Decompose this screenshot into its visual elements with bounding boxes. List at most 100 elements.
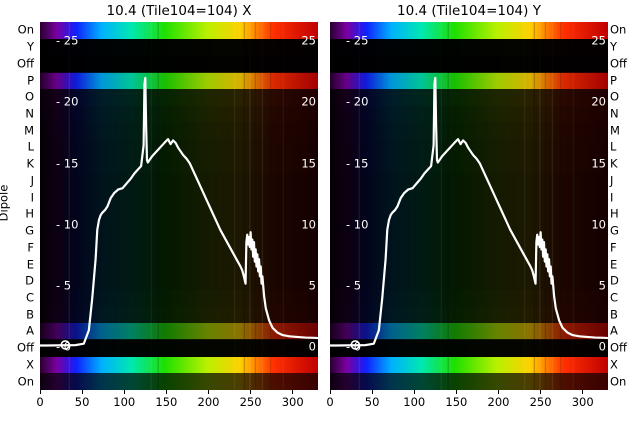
tick-mark bbox=[123, 390, 125, 394]
inner-y-tick-label: - 20 bbox=[56, 94, 79, 109]
inner-y-tick-label: - 5 bbox=[56, 278, 72, 293]
heatmap-panel-y[interactable]: - 25 25 - 20 20 - 15 15 - 10 10 - 5 5 - 0 0 bbox=[330, 22, 608, 390]
category-axis-left: On Y Off P O N M L K J I H G F E D C B A Off X On bbox=[0, 22, 34, 390]
category-left-tick: Y bbox=[26, 39, 34, 54]
origin-marker bbox=[60, 340, 71, 350]
tick-label: 100 bbox=[403, 395, 426, 409]
category-right-tick: F bbox=[610, 240, 617, 255]
tick-label: 150 bbox=[445, 395, 468, 409]
category-left-tick: D bbox=[25, 273, 34, 288]
tick-label: 0 bbox=[36, 395, 44, 409]
category-left-tick: Off bbox=[17, 340, 34, 355]
x-axis-y-tick: 150 bbox=[436, 390, 476, 410]
category-right-tick: K bbox=[610, 156, 618, 171]
tick-mark bbox=[292, 390, 294, 394]
heatmap-row bbox=[330, 289, 608, 307]
heatmap-row bbox=[40, 206, 318, 224]
x-axis-panel-y: 0 50 100 150 200 250 300 bbox=[326, 390, 608, 420]
inner-y-tick-label: 0 bbox=[598, 339, 606, 354]
inner-y-tick-label: - 20 bbox=[346, 94, 369, 109]
inner-y-tick-label: - 10 bbox=[56, 217, 79, 232]
inner-y-tick-label: 25 bbox=[591, 33, 606, 48]
inner-y-tick-label: 5 bbox=[308, 278, 316, 293]
tick-mark bbox=[540, 390, 542, 394]
inner-y-tick-label: - 10 bbox=[346, 217, 369, 232]
inner-y-tick-label: 15 bbox=[301, 156, 316, 171]
x-axis-panel-x: 0 50 100 150 200 250 300 bbox=[36, 390, 318, 420]
inner-y-tick-label: - 0 bbox=[346, 339, 362, 354]
inner-y-tick-label: 10 bbox=[591, 217, 606, 232]
inner-y-tick-label: 20 bbox=[301, 94, 316, 109]
category-left-tick: C bbox=[25, 290, 34, 305]
category-left-tick: E bbox=[26, 257, 34, 272]
category-right-tick: A bbox=[610, 323, 618, 338]
heatmap-row bbox=[40, 256, 318, 274]
x-axis-x-tick: 200 bbox=[188, 390, 228, 410]
category-right-tick: D bbox=[610, 273, 619, 288]
heatmap-row bbox=[330, 272, 608, 291]
category-left-tick: L bbox=[27, 139, 34, 154]
tick-label: 250 bbox=[529, 395, 552, 409]
category-right-tick: Y bbox=[610, 39, 618, 54]
tick-mark bbox=[250, 390, 252, 394]
category-right-tick: I bbox=[610, 190, 614, 205]
category-left-tick: M bbox=[24, 123, 34, 138]
tick-label: 200 bbox=[487, 395, 510, 409]
category-right-tick: C bbox=[610, 290, 619, 305]
tick-label: 100 bbox=[113, 395, 136, 409]
heatmap-row bbox=[40, 122, 318, 140]
category-left-tick: Off bbox=[17, 56, 34, 71]
category-right-tick: O bbox=[610, 89, 620, 104]
inner-y-tick-label: 10 bbox=[301, 217, 316, 232]
x-axis-y-tick: 200 bbox=[478, 390, 518, 410]
origin-marker bbox=[350, 340, 361, 350]
tick-mark bbox=[81, 390, 83, 394]
category-right-tick: G bbox=[610, 223, 619, 238]
x-axis-y-tick: 0 bbox=[310, 390, 350, 410]
inner-y-tick-label: 0 bbox=[308, 339, 316, 354]
category-left-tick: X bbox=[26, 357, 34, 372]
x-axis-x-tick: 100 bbox=[104, 390, 144, 410]
inner-y-tick-label: 25 bbox=[301, 33, 316, 48]
heatmap-row bbox=[40, 289, 318, 307]
heatmap-row bbox=[330, 256, 608, 274]
inner-y-tick-label: - 15 bbox=[346, 156, 369, 171]
category-left-tick: K bbox=[26, 156, 34, 171]
heatmap-row bbox=[330, 22, 608, 40]
category-left-tick: F bbox=[27, 240, 34, 255]
heatmap-row bbox=[40, 323, 318, 341]
heatmap-row bbox=[40, 88, 318, 107]
tick-mark bbox=[371, 390, 373, 394]
tick-label: 200 bbox=[197, 395, 220, 409]
heatmap-row bbox=[330, 206, 608, 224]
category-left-tick: N bbox=[25, 106, 34, 121]
category-left-tick: A bbox=[26, 323, 34, 338]
heatmap-row bbox=[40, 155, 318, 174]
heatmap-row bbox=[40, 222, 318, 241]
category-right-tick: On bbox=[610, 22, 627, 37]
tick-mark bbox=[582, 390, 584, 394]
x-axis-x-tick: 300 bbox=[273, 390, 313, 410]
inner-y-tick-label: - 0 bbox=[56, 339, 72, 354]
heatmap-row bbox=[40, 72, 318, 90]
heatmap-row bbox=[330, 88, 608, 107]
x-axis-y-tick: 100 bbox=[394, 390, 434, 410]
heatmap-gap bbox=[40, 38, 318, 73]
heatmap-panel-x[interactable]: - 25 25 - 20 20 - 15 15 - 10 10 - 5 5 - 0 0 bbox=[40, 22, 318, 390]
tick-label: 250 bbox=[239, 395, 262, 409]
x-axis-x-tick: 0 bbox=[20, 390, 60, 410]
category-left-tick: O bbox=[24, 89, 34, 104]
heatmap-row bbox=[40, 373, 318, 390]
category-right-tick: L bbox=[610, 139, 617, 154]
profile-overlay-y bbox=[330, 76, 608, 350]
x-axis-y-tick: 50 bbox=[352, 390, 392, 410]
heatmap-column-artifacts bbox=[330, 22, 608, 390]
y-axis-label: Dipole bbox=[0, 184, 11, 222]
category-axis-right: On Y Off P O N M L K J I H G F E D C B A Off X On bbox=[610, 22, 640, 390]
x-axis-x-tick: 250 bbox=[231, 390, 271, 410]
tick-label: 50 bbox=[364, 395, 380, 409]
heatmap-gap bbox=[40, 338, 318, 357]
profile-line bbox=[40, 76, 318, 347]
profile-overlay-x bbox=[40, 76, 318, 350]
